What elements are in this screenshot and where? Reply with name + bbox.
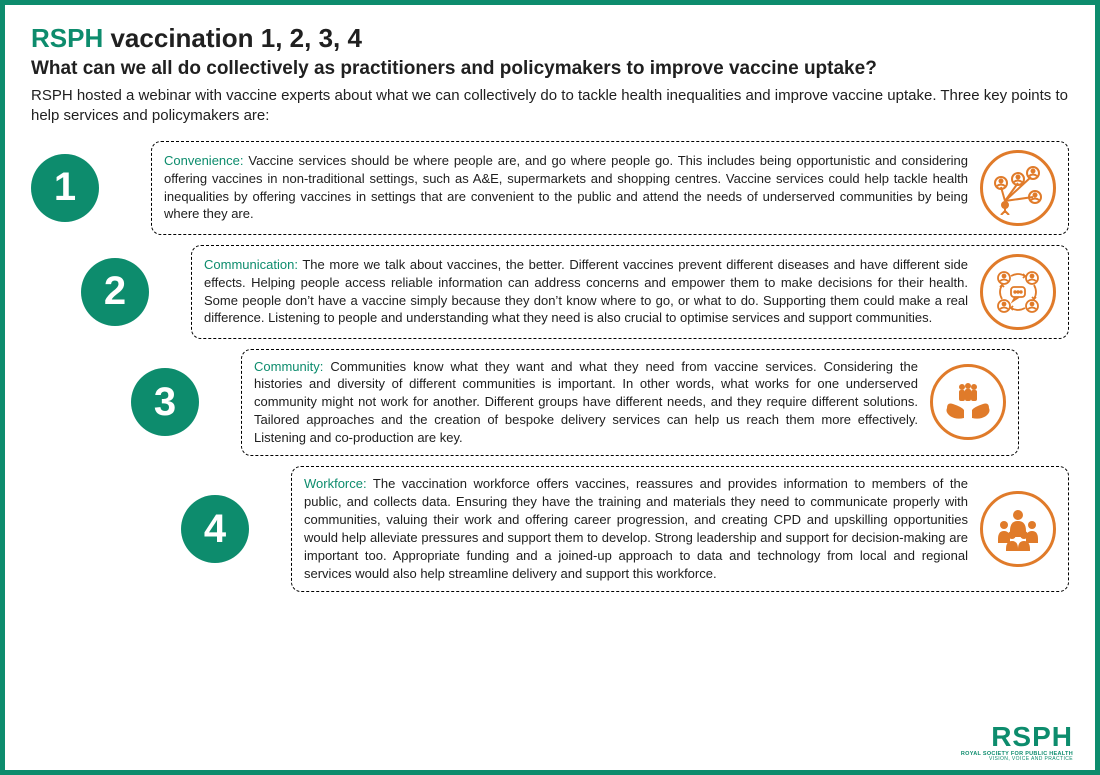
number-badge: 2 [81, 258, 149, 326]
item-body: Vaccine services should be where people … [164, 153, 968, 222]
title-rest: vaccination 1, 2, 3, 4 [103, 23, 362, 53]
hands-people-icon [930, 364, 1006, 440]
box-text: Convenience: Vaccine services should be … [164, 152, 980, 224]
item-label: Workforce: [304, 476, 367, 491]
number-text: 4 [204, 507, 226, 552]
footer-line2: VISION, VOICE AND PRACTICE [961, 757, 1073, 762]
intro-text: RSPH hosted a webinar with vaccine exper… [31, 86, 1069, 127]
number-text: 2 [104, 269, 126, 314]
num-wrap: 1 [31, 154, 151, 222]
footer-logo: RSPH ROYAL SOCIETY FOR PUBLIC HEALTH VIS… [961, 724, 1073, 762]
number-badge: 4 [181, 495, 249, 563]
chat-cycle-icon [980, 254, 1056, 330]
item-body: The vaccination workforce offers vaccine… [304, 476, 968, 581]
num-wrap: 3 [31, 368, 241, 436]
page: RSPH vaccination 1, 2, 3, 4 What can we … [0, 0, 1100, 775]
content-box: Community: Communities know what they wa… [241, 349, 1019, 457]
item-label: Community: [254, 359, 323, 374]
number-badge: 3 [131, 368, 199, 436]
content-box: Workforce: The vaccination workforce off… [291, 466, 1069, 592]
page-title: RSPH vaccination 1, 2, 3, 4 [31, 23, 1069, 54]
box-text: Community: Communities know what they wa… [254, 358, 930, 448]
number-text: 1 [54, 165, 76, 210]
list-item: 3 Community: Communities know what they … [31, 349, 1069, 457]
item-label: Convenience: [164, 153, 244, 168]
title-brand: RSPH [31, 23, 103, 53]
content-box: Convenience: Vaccine services should be … [151, 141, 1069, 235]
number-badge: 1 [31, 154, 99, 222]
items-list: 1 Convenience: Vaccine services should b… [31, 141, 1069, 592]
content-box: Communication: The more we talk about va… [191, 245, 1069, 339]
footer-brand: RSPH [961, 724, 1073, 749]
box-text: Communication: The more we talk about va… [204, 256, 980, 328]
box-text: Workforce: The vaccination workforce off… [304, 475, 980, 583]
number-text: 3 [154, 380, 176, 425]
item-body: The more we talk about vaccines, the bet… [204, 257, 968, 326]
item-label: Communication: [204, 257, 298, 272]
network-icon [980, 150, 1056, 226]
list-item: 1 Convenience: Vaccine services should b… [31, 141, 1069, 235]
list-item: 4 Workforce: The vaccination workforce o… [31, 466, 1069, 592]
num-wrap: 2 [31, 258, 191, 326]
list-item: 2 Communication: The more we talk about … [31, 245, 1069, 339]
subtitle: What can we all do collectively as pract… [31, 58, 1069, 80]
item-body: Communities know what they want and what… [254, 359, 918, 446]
team-icon [980, 491, 1056, 567]
num-wrap: 4 [31, 495, 291, 563]
